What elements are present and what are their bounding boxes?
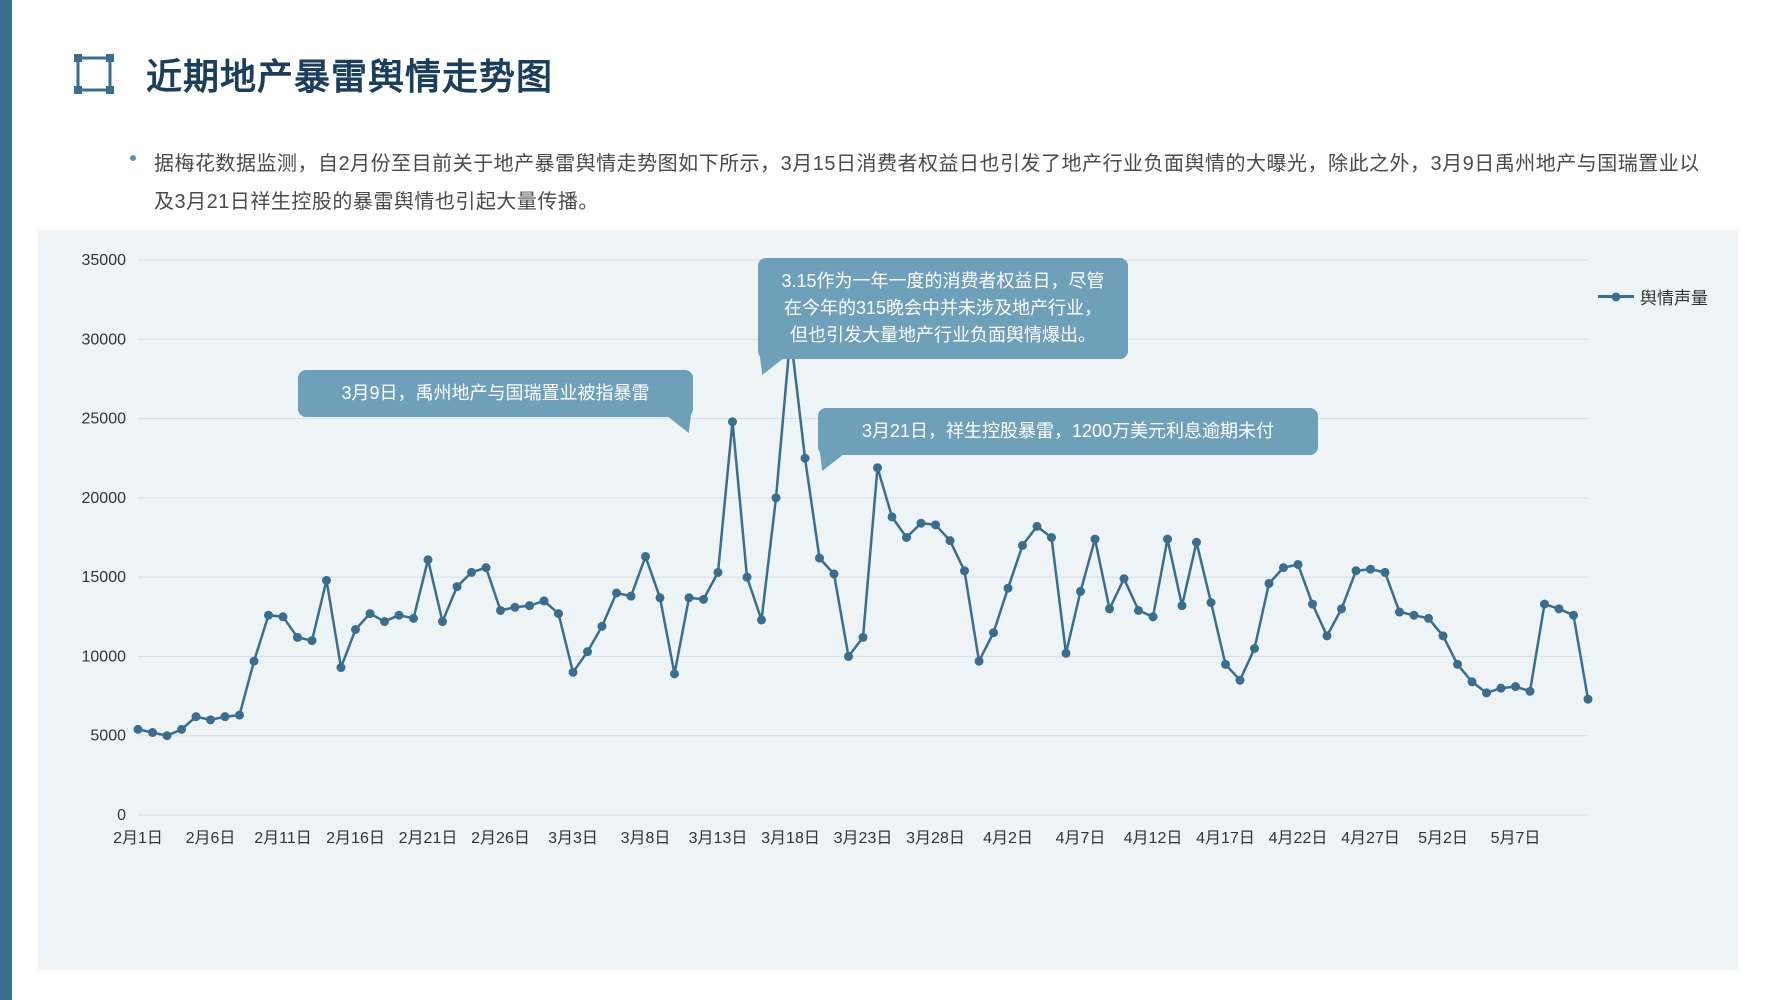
svg-text:0: 0 [117, 807, 126, 824]
header: 近期地产暴雷舆情走势图 [70, 48, 553, 100]
svg-text:2月16日: 2月16日 [326, 830, 385, 847]
svg-text:5月2日: 5月2日 [1418, 830, 1468, 847]
svg-text:3月3日: 3月3日 [548, 830, 598, 847]
svg-text:3月18日: 3月18日 [761, 830, 820, 847]
callout-c3: 3月21日，祥生控股暴雷，1200万美元利息逾期未付 [818, 408, 1318, 455]
chart-panel: 0 5000 10000 15000 20000 25000 30000 35000 2月1日 2… [38, 230, 1738, 970]
svg-text:3月28日: 3月28日 [906, 830, 965, 847]
bullet-icon [130, 155, 136, 161]
svg-text:5月7日: 5月7日 [1491, 830, 1541, 847]
svg-text:4月27日: 4月27日 [1341, 830, 1400, 847]
svg-text:3月13日: 3月13日 [689, 830, 748, 847]
legend-marker-icon [1598, 295, 1634, 298]
svg-text:2月26日: 2月26日 [471, 830, 530, 847]
legend-label: 舆情声量 [1640, 284, 1708, 309]
svg-text:5000: 5000 [90, 728, 126, 745]
svg-text:4月2日: 4月2日 [983, 830, 1033, 847]
svg-text:4月17日: 4月17日 [1196, 830, 1255, 847]
svg-text:35000: 35000 [82, 252, 127, 269]
svg-text:3月8日: 3月8日 [621, 830, 671, 847]
svg-text:10000: 10000 [82, 648, 127, 665]
svg-text:2月6日: 2月6日 [186, 830, 236, 847]
description-row: 据梅花数据监测，自2月份至目前关于地产暴雷舆情走势图如下所示，3月15日消费者权… [130, 145, 1718, 221]
page-title: 近期地产暴雷舆情走势图 [146, 48, 553, 100]
svg-text:20000: 20000 [82, 490, 127, 507]
description-text: 据梅花数据监测，自2月份至目前关于地产暴雷舆情走势图如下所示，3月15日消费者权… [154, 145, 1718, 221]
svg-text:3月23日: 3月23日 [834, 830, 893, 847]
svg-text:4月7日: 4月7日 [1056, 830, 1106, 847]
square-icon [70, 50, 118, 98]
svg-text:15000: 15000 [82, 569, 127, 586]
callout-c2: 3.15作为一年一度的消费者权益日，尽管在今年的315晚会中并未涉及地产行业，但… [758, 258, 1128, 359]
chart-legend: 舆情声量 [1598, 284, 1708, 309]
svg-text:2月11日: 2月11日 [254, 830, 312, 847]
callout-c1: 3月9日，禹州地产与国瑞置业被指暴雷 [298, 370, 693, 417]
svg-text:4月12日: 4月12日 [1124, 830, 1183, 847]
left-accent-bar [0, 0, 12, 1000]
svg-text:25000: 25000 [82, 411, 127, 428]
svg-text:2月21日: 2月21日 [399, 830, 458, 847]
svg-text:2月1日: 2月1日 [113, 830, 163, 847]
svg-text:30000: 30000 [82, 331, 127, 348]
svg-text:4月22日: 4月22日 [1269, 830, 1328, 847]
